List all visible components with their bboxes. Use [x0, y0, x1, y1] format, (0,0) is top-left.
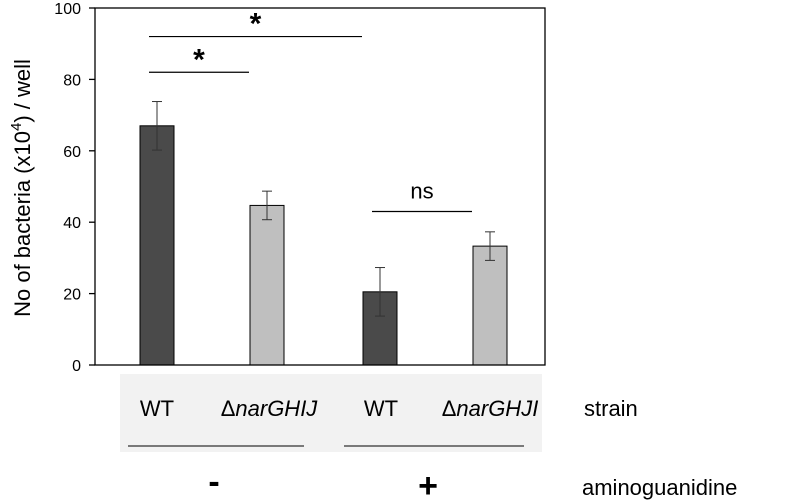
significance-group: * * ns	[149, 8, 472, 213]
y-axis: 0 20 40 60 80 100	[54, 1, 95, 375]
category-panel	[120, 374, 542, 452]
y-tick-label: 100	[54, 1, 81, 18]
category-label-2: WT	[364, 396, 398, 421]
strain-name: narGHIJ	[235, 396, 318, 421]
y-tick-label: 40	[63, 215, 81, 232]
category-labels: WT ΔnarGHIJ WT ΔnarGHJI	[140, 396, 538, 421]
y-tick-label: 60	[63, 144, 81, 161]
strain-name: narGHJI	[456, 396, 538, 421]
bars-group	[139, 125, 508, 366]
y-tick-label: 0	[72, 358, 81, 375]
bar-3	[472, 245, 508, 366]
strain-label: strain	[584, 396, 638, 421]
y-tick-label: 80	[63, 72, 81, 89]
bar-0	[139, 125, 175, 366]
treatment-minus: -	[208, 463, 219, 501]
significance-label-2: ns	[410, 178, 433, 203]
treatment-plus: +	[418, 467, 438, 504]
significance-label-1: *	[193, 43, 205, 76]
plot-frame	[94, 7, 546, 366]
strain-name: WT	[364, 396, 398, 421]
delta-symbol: Δ	[221, 396, 236, 421]
y-tick-label: 20	[63, 287, 81, 304]
treatment-label: aminoguanidine	[582, 475, 737, 500]
significance-label-0: *	[250, 8, 262, 41]
error-bars-group	[152, 101, 495, 317]
y-axis-label: No of bacteria (x104) / well	[8, 59, 35, 317]
category-label-3: ΔnarGHJI	[442, 396, 539, 421]
strain-name: WT	[140, 396, 174, 421]
category-label-1: ΔnarGHIJ	[221, 396, 319, 421]
category-label-0: WT	[140, 396, 174, 421]
delta-symbol: Δ	[442, 396, 457, 421]
bar-1	[249, 204, 285, 366]
